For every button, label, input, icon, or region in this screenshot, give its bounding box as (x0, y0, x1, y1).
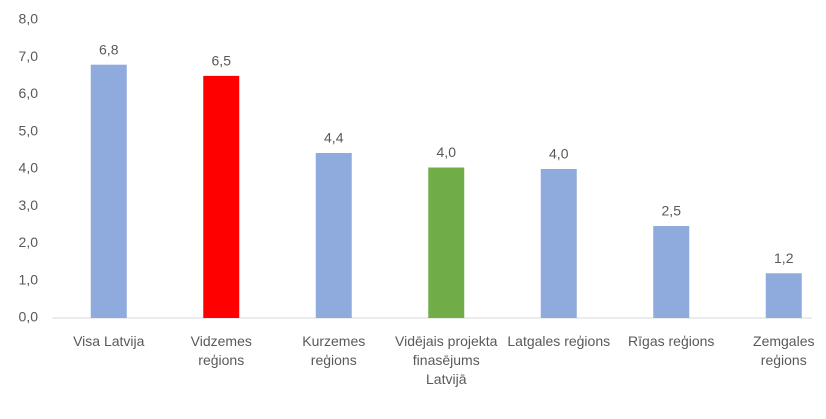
data-label: 4,0 (549, 146, 569, 162)
x-tick-label: Zemgales reģions (753, 333, 815, 368)
y-tick-label: 7,0 (19, 48, 39, 64)
y-tick-label: 3,0 (19, 197, 39, 213)
x-tick-label: Kurzemes reģions (302, 333, 366, 368)
x-tick-label: Vidējais projekta finasējums Latvijā (395, 333, 498, 387)
y-tick-label: 6,0 (19, 85, 39, 101)
y-tick-label: 8,0 (19, 11, 39, 27)
bar (653, 225, 690, 318)
bar (203, 75, 240, 318)
data-label: 4,0 (437, 144, 457, 160)
bar (90, 64, 127, 318)
y-tick-label: 4,0 (19, 160, 39, 176)
bar (540, 169, 577, 318)
data-label: 1,2 (774, 250, 794, 266)
bar (315, 152, 352, 318)
data-label: 4,4 (324, 130, 344, 146)
data-label: 6,8 (99, 41, 119, 57)
bar (765, 273, 802, 318)
data-label: 2,5 (662, 203, 682, 219)
y-tick-label: 0,0 (19, 309, 39, 325)
data-label: 6,5 (212, 53, 232, 69)
x-tick-label: Visa Latvija (73, 333, 145, 349)
x-tick-label: Vidzemes reģions (190, 333, 252, 368)
x-tick-label: Latgales reģions (507, 333, 611, 349)
x-tick-label: Rīgas reģions (628, 333, 715, 349)
y-tick-label: 2,0 (19, 234, 39, 250)
bar (428, 167, 465, 318)
y-tick-label: 1,0 (19, 271, 39, 287)
y-tick-label: 5,0 (19, 122, 39, 138)
